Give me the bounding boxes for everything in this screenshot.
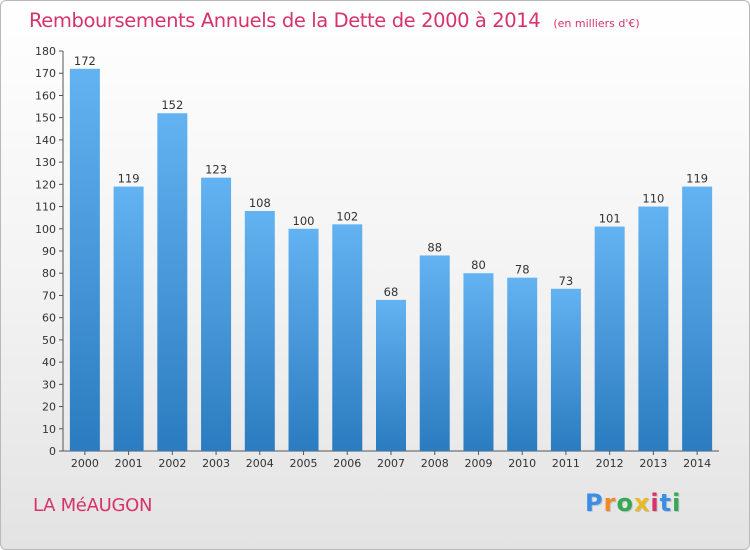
y-tick-label: 80 — [42, 267, 56, 280]
data-label: 88 — [427, 240, 442, 254]
x-tick-label: 2004 — [246, 457, 274, 470]
y-tick-label: 60 — [42, 312, 56, 325]
x-tick-label: 2009 — [464, 457, 492, 470]
logo-letter: o — [616, 489, 634, 517]
data-labels: 172 119 152 123 108 100 102 68 88 80 78 73 101 110 119 — [74, 54, 708, 299]
data-label: 108 — [249, 196, 271, 210]
y-tick-label: 10 — [42, 423, 56, 436]
x-tick-label: 2002 — [158, 457, 186, 470]
data-label: 68 — [384, 285, 399, 299]
bar — [550, 288, 581, 451]
y-tick-label: 180 — [35, 45, 56, 58]
y-tick-label: 30 — [42, 378, 56, 391]
x-tick-label: 2010 — [508, 457, 536, 470]
y-tick-label: 110 — [35, 201, 56, 214]
logo-letter: t — [659, 489, 673, 517]
commune-name: LA MéAUGON — [33, 495, 153, 516]
x-tick-label: 2000 — [71, 457, 99, 470]
bar — [594, 226, 625, 451]
logo-letter: i — [672, 489, 682, 517]
y-tick-label: 70 — [42, 289, 56, 302]
unit-note: (en milliers d'€) — [553, 17, 640, 30]
x-tick-label: 2012 — [596, 457, 624, 470]
proxiti-logo: Proxiti — [585, 489, 681, 517]
x-tick-label: 2014 — [683, 457, 711, 470]
data-label: 102 — [336, 209, 358, 223]
logo-letter: x — [633, 489, 651, 517]
y-tick-label: 150 — [35, 112, 56, 125]
logo-letter: P — [585, 489, 604, 517]
bar — [376, 299, 406, 451]
bar — [463, 273, 494, 451]
y-tick-label: 0 — [49, 445, 56, 458]
chart-title: Remboursements Annuels de la Dette de 20… — [29, 9, 640, 32]
logo-letter: r — [603, 489, 617, 517]
data-label: 110 — [642, 192, 664, 206]
data-label: 119 — [118, 172, 140, 186]
x-tick-label: 2008 — [421, 457, 449, 470]
bar — [69, 68, 100, 452]
bar — [332, 224, 363, 451]
y-tick-label: 130 — [35, 156, 56, 169]
y-tick-label: 120 — [35, 178, 56, 191]
data-label: 101 — [599, 212, 621, 226]
y-tick-label: 90 — [42, 245, 56, 258]
x-tick-label: 2003 — [202, 457, 230, 470]
x-tick-label: 2006 — [333, 457, 361, 470]
bar — [419, 255, 450, 451]
x-tick-label: 2013 — [639, 457, 667, 470]
x-tick-label: 2011 — [552, 457, 580, 470]
bar — [201, 177, 232, 451]
y-tick-label: 170 — [35, 67, 56, 80]
data-label: 78 — [515, 263, 530, 277]
data-label: 152 — [161, 98, 183, 112]
bar — [113, 186, 144, 452]
y-tick-label: 20 — [42, 401, 56, 414]
bar — [682, 186, 713, 452]
x-tick-label: 2007 — [377, 457, 405, 470]
bar — [288, 228, 319, 451]
y-tick-label: 50 — [42, 334, 56, 347]
bar — [638, 206, 669, 451]
title-text: Remboursements Annuels de la Dette de 20… — [29, 9, 541, 32]
data-label: 123 — [205, 163, 227, 177]
data-label: 80 — [471, 258, 486, 272]
bars — [69, 68, 713, 452]
y-tick-label: 40 — [42, 356, 56, 369]
bar — [507, 277, 538, 451]
x-tick-label: 2005 — [290, 457, 318, 470]
bar — [244, 211, 275, 451]
data-label: 73 — [559, 274, 574, 288]
data-label: 172 — [74, 54, 96, 68]
y-tick-label: 100 — [35, 223, 56, 236]
bar — [157, 113, 188, 451]
data-label: 119 — [686, 172, 708, 186]
y-tick-label: 160 — [35, 89, 56, 102]
data-label: 100 — [293, 214, 315, 228]
y-tick-label: 140 — [35, 134, 56, 147]
logo-letter: i — [650, 489, 660, 517]
x-tick-label: 2001 — [115, 457, 143, 470]
